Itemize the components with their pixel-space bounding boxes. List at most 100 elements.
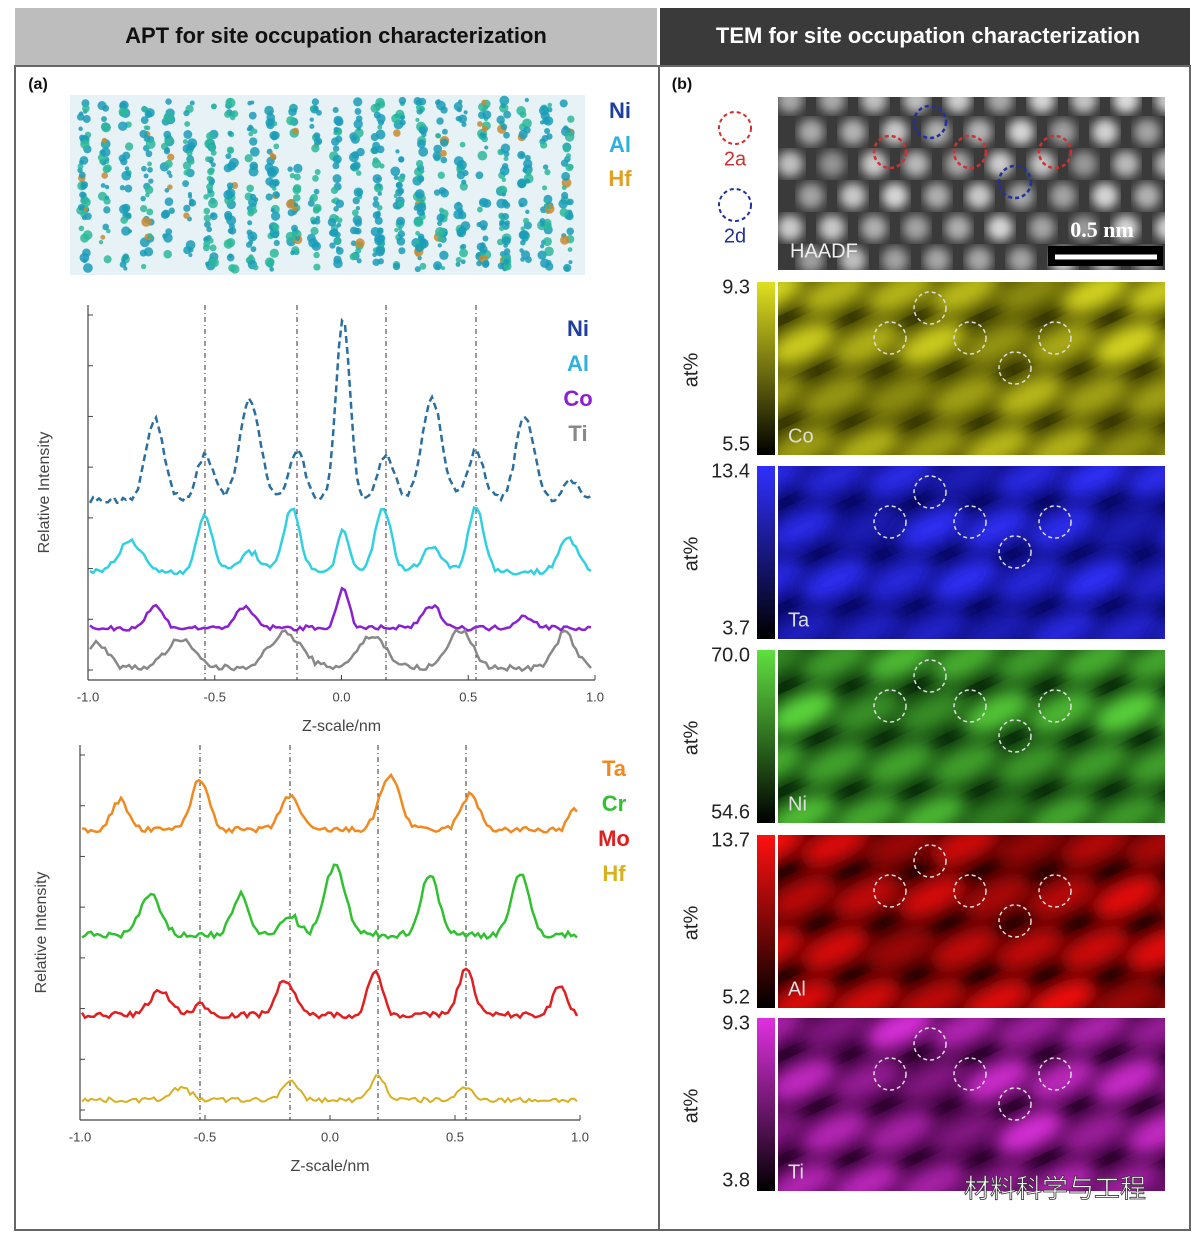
atom <box>83 263 93 273</box>
map-blob <box>1059 557 1131 603</box>
map-blob <box>831 321 903 367</box>
atom <box>182 180 190 187</box>
atom <box>546 133 553 140</box>
atom <box>145 192 150 198</box>
atom <box>82 104 90 113</box>
atom <box>226 182 234 189</box>
haadf-atom <box>882 247 908 270</box>
map-blob <box>1091 978 1163 1008</box>
atom <box>558 199 568 209</box>
site-circle <box>873 321 907 355</box>
atom <box>356 258 362 264</box>
map-blob <box>1059 741 1131 787</box>
atom <box>331 199 336 204</box>
map-blob <box>961 689 1033 735</box>
atom <box>79 159 84 165</box>
atom <box>250 235 255 240</box>
atom <box>189 100 195 106</box>
atom <box>461 179 467 185</box>
atom <box>229 114 236 121</box>
atom <box>336 246 341 251</box>
atom <box>524 178 530 184</box>
atom <box>146 208 154 216</box>
site-circle <box>1038 321 1072 355</box>
atom <box>103 206 111 214</box>
atom <box>227 130 233 136</box>
map-blob <box>1124 650 1165 683</box>
haadf-atom <box>778 215 803 241</box>
site-circle <box>998 351 1032 385</box>
atom <box>273 239 280 247</box>
atom <box>520 226 525 231</box>
site-circle <box>913 1027 947 1061</box>
atom <box>519 202 524 208</box>
atom <box>208 143 216 151</box>
x-tick-label: 1.0 <box>586 689 604 704</box>
atom <box>309 117 314 122</box>
atom <box>435 264 441 270</box>
atom <box>333 258 343 269</box>
atom <box>99 159 104 165</box>
atom <box>560 159 569 167</box>
colorbar-max: 13.7 <box>711 829 750 851</box>
atom <box>82 114 91 123</box>
atom <box>373 111 381 119</box>
atom <box>567 198 574 206</box>
site-circle <box>1038 505 1072 539</box>
map-blob <box>778 1109 806 1155</box>
atom <box>393 175 399 181</box>
atom <box>272 178 280 187</box>
map-blob <box>929 926 1001 972</box>
atom <box>163 112 174 123</box>
atom <box>83 207 88 212</box>
atom <box>456 171 466 180</box>
map-blobs <box>778 650 1165 823</box>
atom <box>481 99 487 106</box>
atom <box>416 202 427 213</box>
atom <box>372 157 379 164</box>
site-legend: 2a <box>724 148 747 170</box>
atom <box>209 212 218 221</box>
atom <box>210 162 216 168</box>
atom <box>393 129 401 137</box>
atom <box>166 170 172 175</box>
atom <box>270 166 280 176</box>
atom <box>79 134 86 141</box>
atom <box>458 114 468 124</box>
map-blob <box>778 557 806 603</box>
atom <box>183 204 191 212</box>
haadf-atom <box>840 247 866 270</box>
atom <box>309 123 315 129</box>
atom <box>141 216 152 227</box>
atom-map-legend: Al <box>609 132 631 157</box>
site-circle <box>997 164 1033 200</box>
atom <box>121 226 131 236</box>
atom <box>413 216 424 227</box>
legend-label: Ti <box>568 421 587 446</box>
atom <box>417 233 425 240</box>
atom <box>547 102 553 108</box>
map-blob <box>929 1109 1001 1155</box>
haadf-atom <box>819 151 845 177</box>
atom <box>291 232 297 237</box>
atom <box>374 211 381 218</box>
atom <box>419 168 425 174</box>
atom <box>332 154 342 164</box>
atom <box>104 164 112 173</box>
atom <box>293 173 301 181</box>
atom <box>414 189 425 199</box>
atom <box>520 257 525 262</box>
atom <box>120 216 128 224</box>
map-blobs <box>778 835 1165 1008</box>
map-blob <box>994 1018 1066 1051</box>
map-blob <box>1059 466 1131 499</box>
atom <box>187 192 192 197</box>
atom <box>415 104 422 111</box>
haadf-atom <box>861 151 887 177</box>
atom <box>293 194 301 202</box>
haadf-atom <box>1029 97 1055 113</box>
atom <box>374 185 380 191</box>
map-blob <box>1059 926 1131 972</box>
map-blob <box>778 373 806 419</box>
